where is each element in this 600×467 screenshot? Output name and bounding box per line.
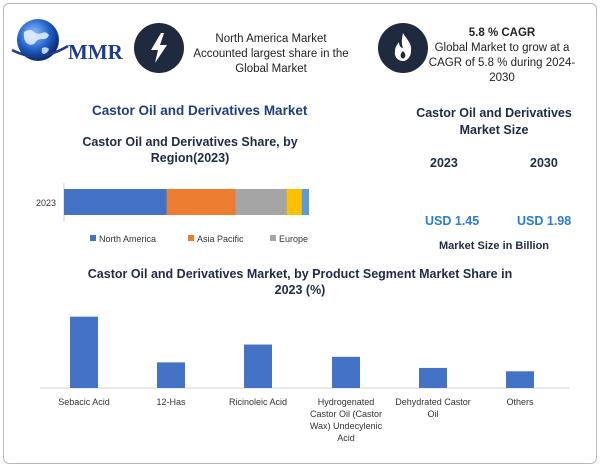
segment-chart-title: Castor Oil and Derivatives Market, by Pr… — [60, 266, 540, 298]
legend-swatch — [270, 235, 276, 241]
mmr-logo: MMR — [8, 14, 126, 70]
segment-bar — [157, 362, 185, 388]
segment-category-label: Hydrogenated — [318, 397, 375, 407]
segment-category-label: Wax) Undecylenic — [310, 421, 383, 431]
info-line: Global Market — [235, 63, 307, 75]
segment-category-label: Sebacic Acid — [58, 397, 110, 407]
market-size-2030-value: USD 1.98 — [517, 214, 572, 228]
segment-bar — [506, 371, 534, 388]
segment-category-label: Acid — [337, 433, 355, 443]
info-card-north-america: North America Market Accounted largest s… — [188, 32, 354, 77]
segment-chart-title-line: Castor Oil and Derivatives Market, by Pr… — [87, 267, 513, 281]
region-bar-segment — [286, 189, 302, 215]
info-line: Accounted largest share in the — [193, 48, 349, 60]
legend-label: Asia Pacific — [197, 234, 244, 244]
info-line: North America Market — [215, 33, 327, 45]
region-category-label: 2023 — [36, 198, 56, 208]
lightning-icon — [151, 33, 167, 63]
info-line: 2030 — [489, 72, 515, 84]
segment-bar-chart: Sebacic Acid 12-Has Ricinoleic Acid Hydroge… — [40, 316, 570, 443]
region-bar-segment — [64, 189, 167, 215]
market-size-title-line: Market Size — [459, 123, 529, 137]
info-line: Global Market to grow at a — [434, 42, 570, 54]
segment-bar — [419, 367, 447, 388]
logo-text: MMR — [68, 40, 123, 64]
infographic-frame — [3, 3, 597, 464]
region-chart-title-line: Castor Oil and Derivatives Share, by — [82, 135, 298, 149]
segment-category-label: Others — [506, 397, 534, 407]
globe-icon — [11, 19, 69, 61]
info-card-cagr: 5.8 % CAGR Global Market to grow at a CA… — [428, 26, 576, 86]
region-bar-segment — [301, 189, 309, 215]
lightning-badge — [134, 23, 184, 73]
year-2030-label: 2030 — [530, 156, 558, 170]
legend-swatch — [90, 235, 96, 241]
region-chart-title: Castor Oil and Derivatives Share, by Reg… — [60, 134, 320, 166]
legend-swatch — [188, 235, 194, 241]
region-stacked-bar-chart: 2023 North America Asia Pacific Europe — [36, 183, 309, 244]
cagr-heading: 5.8 % CAGR — [468, 27, 536, 39]
market-size-2023-value: USD 1.45 — [425, 214, 480, 228]
region-chart-title-line: Region(2023) — [150, 151, 230, 165]
legend-label: Europe — [279, 234, 308, 244]
segment-bar — [244, 344, 272, 388]
segment-category-label: Dehydrated Castor — [395, 397, 471, 407]
region-bar-segment — [166, 189, 236, 215]
main-title: Castor Oil and Derivatives Market — [92, 103, 308, 118]
market-size-title: Castor Oil and Derivatives Market Size — [410, 105, 578, 139]
segment-category-label: 12-Has — [156, 397, 186, 407]
region-bar-segment — [235, 189, 287, 215]
segment-bar — [70, 316, 98, 388]
market-size-title-line: Castor Oil and Derivatives — [416, 106, 572, 120]
flame-badge — [378, 23, 428, 73]
segment-category-label: Oil — [428, 409, 439, 419]
segment-bar — [332, 356, 360, 388]
segment-category-label: Castor Oil (Castor — [310, 409, 382, 419]
year-2023-label: 2023 — [430, 156, 458, 170]
flame-icon — [394, 33, 412, 61]
segment-chart-title-line: 2023 (%) — [274, 283, 326, 297]
market-size-note: Market Size in Billion — [439, 240, 550, 252]
info-line: CAGR of 5.8 % during 2024- — [428, 57, 576, 69]
legend-label: North America — [99, 234, 156, 244]
segment-category-label: Ricinoleic Acid — [229, 397, 287, 407]
